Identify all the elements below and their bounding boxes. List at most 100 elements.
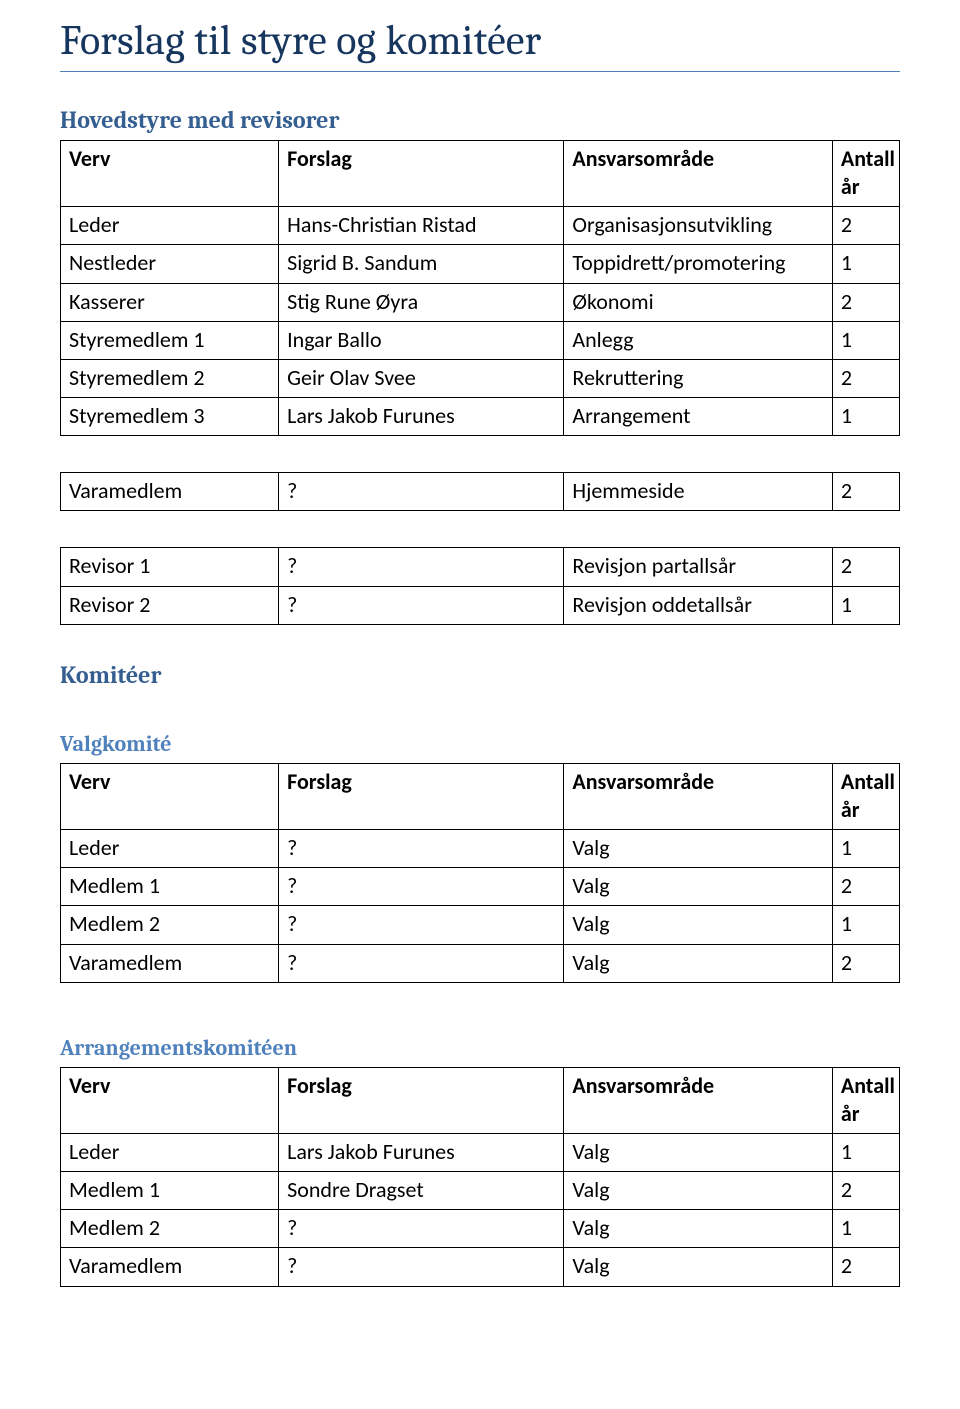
header-omrade: Ansvarsområde <box>564 763 832 829</box>
table-row: Kasserer Stig Rune Øyra Økonomi 2 <box>61 283 900 321</box>
cell-verv: Varamedlem <box>61 1248 279 1286</box>
header-antall: Antall år <box>832 763 899 829</box>
header-forslag: Forslag <box>279 141 564 207</box>
cell-forslag: Stig Rune Øyra <box>279 283 564 321</box>
cell-verv: Kasserer <box>61 283 279 321</box>
cell-verv: Leder <box>61 207 279 245</box>
cell-omrade: Økonomi <box>564 283 832 321</box>
cell-verv: Styremedlem 2 <box>61 359 279 397</box>
cell-omrade: Rekruttering <box>564 359 832 397</box>
header-antall: Antall år <box>832 1067 899 1133</box>
header-forslag: Forslag <box>279 1067 564 1133</box>
table-row: Varamedlem ? Hjemmeside 2 <box>61 473 900 511</box>
cell-forslag: ? <box>279 548 564 586</box>
cell-omrade: Valg <box>564 1248 832 1286</box>
table-header-row: Verv Forslag Ansvarsområde Antall år <box>61 1067 900 1133</box>
cell-verv: Leder <box>61 830 279 868</box>
table-valgkomite: Verv Forslag Ansvarsområde Antall år Led… <box>60 763 900 983</box>
cell-antall: 1 <box>832 586 899 624</box>
cell-verv: Nestleder <box>61 245 279 283</box>
cell-omrade: Toppidrett/promotering <box>564 245 832 283</box>
cell-forslag: ? <box>279 944 564 982</box>
table-varamedlem: Varamedlem ? Hjemmeside 2 <box>60 472 900 511</box>
cell-antall: 2 <box>832 473 899 511</box>
cell-antall: 1 <box>832 906 899 944</box>
cell-omrade: Valg <box>564 1210 832 1248</box>
cell-omrade: Anlegg <box>564 321 832 359</box>
heading-arrangement: Arrangementskomitéen <box>60 1035 900 1061</box>
cell-forslag: Lars Jakob Furunes <box>279 1133 564 1171</box>
cell-omrade: Arrangement <box>564 398 832 436</box>
table-hovedstyre: Verv Forslag Ansvarsområde Antall år Led… <box>60 140 900 436</box>
heading-valgkomite: Valgkomité <box>60 731 900 757</box>
document-title: Forslag til styre og komitéer <box>60 16 900 65</box>
cell-verv: Medlem 2 <box>61 1210 279 1248</box>
cell-forslag: ? <box>279 868 564 906</box>
header-verv: Verv <box>61 1067 279 1133</box>
table-row: Revisor 1 ? Revisjon partallsår 2 <box>61 548 900 586</box>
cell-antall: 2 <box>832 944 899 982</box>
cell-antall: 1 <box>832 1133 899 1171</box>
header-antall: Antall år <box>832 141 899 207</box>
table-row: Leder Lars Jakob Furunes Valg 1 <box>61 1133 900 1171</box>
cell-verv: Medlem 1 <box>61 868 279 906</box>
cell-forslag: ? <box>279 1210 564 1248</box>
header-omrade: Ansvarsområde <box>564 1067 832 1133</box>
table-row: Styremedlem 3 Lars Jakob Furunes Arrange… <box>61 398 900 436</box>
cell-antall: 1 <box>832 321 899 359</box>
cell-forslag: ? <box>279 906 564 944</box>
heading-hovedstyre: Hovedstyre med revisorer <box>60 106 900 134</box>
table-revisor: Revisor 1 ? Revisjon partallsår 2 Reviso… <box>60 547 900 624</box>
cell-omrade: Valg <box>564 830 832 868</box>
table-row: Medlem 2 ? Valg 1 <box>61 906 900 944</box>
cell-forslag: Ingar Ballo <box>279 321 564 359</box>
cell-antall: 2 <box>832 1172 899 1210</box>
table-row: Nestleder Sigrid B. Sandum Toppidrett/pr… <box>61 245 900 283</box>
cell-verv: Revisor 2 <box>61 586 279 624</box>
table-row: Medlem 2 ? Valg 1 <box>61 1210 900 1248</box>
table-header-row: Verv Forslag Ansvarsområde Antall år <box>61 141 900 207</box>
header-verv: Verv <box>61 141 279 207</box>
table-row: Leder Hans-Christian Ristad Organisasjon… <box>61 207 900 245</box>
cell-antall: 2 <box>832 868 899 906</box>
cell-forslag: ? <box>279 586 564 624</box>
cell-verv: Leder <box>61 1133 279 1171</box>
header-omrade: Ansvarsområde <box>564 141 832 207</box>
cell-antall: 2 <box>832 1248 899 1286</box>
cell-omrade: Revisjon oddetallsår <box>564 586 832 624</box>
cell-omrade: Valg <box>564 868 832 906</box>
table-row: Styremedlem 2 Geir Olav Svee Rekrutterin… <box>61 359 900 397</box>
cell-forslag: Lars Jakob Furunes <box>279 398 564 436</box>
cell-omrade: Valg <box>564 1172 832 1210</box>
cell-antall: 1 <box>832 1210 899 1248</box>
table-row: Varamedlem ? Valg 2 <box>61 944 900 982</box>
table-arrangement: Verv Forslag Ansvarsområde Antall år Led… <box>60 1067 900 1287</box>
table-row: Styremedlem 1 Ingar Ballo Anlegg 1 <box>61 321 900 359</box>
table-row: Medlem 1 Sondre Dragset Valg 2 <box>61 1172 900 1210</box>
page: Forslag til styre og komitéer Hovedstyre… <box>0 0 960 1327</box>
cell-forslag: Geir Olav Svee <box>279 359 564 397</box>
header-verv: Verv <box>61 763 279 829</box>
cell-forslag: Hans-Christian Ristad <box>279 207 564 245</box>
cell-verv: Medlem 1 <box>61 1172 279 1210</box>
table-header-row: Verv Forslag Ansvarsområde Antall år <box>61 763 900 829</box>
cell-omrade: Valg <box>564 1133 832 1171</box>
cell-omrade: Valg <box>564 906 832 944</box>
cell-omrade: Valg <box>564 944 832 982</box>
cell-omrade: Revisjon partallsår <box>564 548 832 586</box>
cell-verv: Styremedlem 1 <box>61 321 279 359</box>
cell-antall: 2 <box>832 548 899 586</box>
cell-antall: 2 <box>832 207 899 245</box>
cell-verv: Styremedlem 3 <box>61 398 279 436</box>
table-row: Leder ? Valg 1 <box>61 830 900 868</box>
cell-verv: Revisor 1 <box>61 548 279 586</box>
cell-antall: 2 <box>832 283 899 321</box>
cell-forslag: ? <box>279 473 564 511</box>
cell-omrade: Hjemmeside <box>564 473 832 511</box>
cell-forslag: Sigrid B. Sandum <box>279 245 564 283</box>
cell-omrade: Organisasjonsutvikling <box>564 207 832 245</box>
cell-verv: Varamedlem <box>61 944 279 982</box>
cell-antall: 1 <box>832 830 899 868</box>
table-row: Varamedlem ? Valg 2 <box>61 1248 900 1286</box>
table-row: Revisor 2 ? Revisjon oddetallsår 1 <box>61 586 900 624</box>
